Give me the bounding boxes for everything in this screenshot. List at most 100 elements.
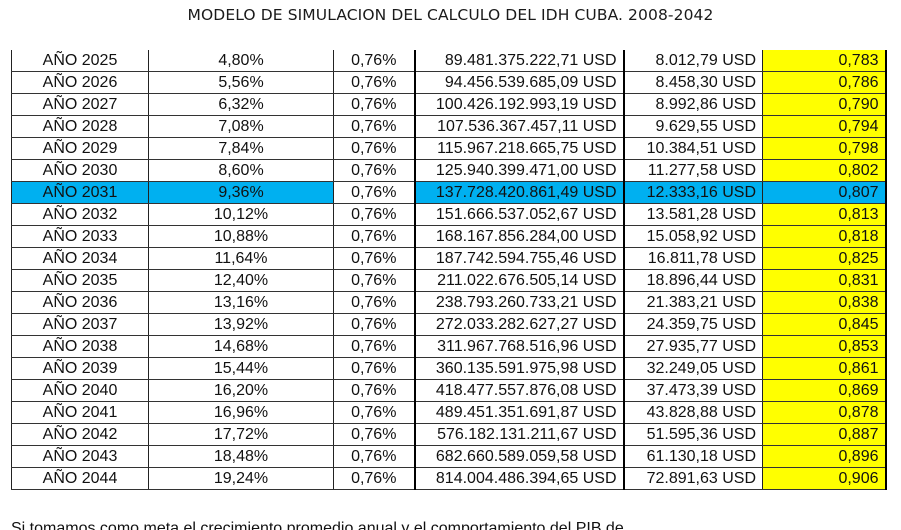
table-row: AÑO 2043 18,48% 0,76% 682.660.589.059,58 US… [11, 445, 887, 468]
percentage-cell: 16,20% [148, 379, 334, 402]
rate-cell: 0,76% [333, 247, 415, 270]
per-capita-cell: 8.992,86 USD [623, 93, 763, 116]
table-row: AÑO 2037 13,92% 0,76% 272.033.282.627,27 US… [11, 313, 887, 336]
rate-cell: 0,76% [333, 181, 415, 204]
idh-cell: 0,845 [762, 313, 887, 336]
idh-cell: 0,783 [762, 50, 887, 72]
year-cell: AÑO 2029 [11, 137, 149, 160]
year-cell: AÑO 2038 [11, 335, 149, 358]
rate-cell: 0,76% [333, 269, 415, 292]
rate-cell: 0,76% [333, 357, 415, 380]
percentage-cell: 8,60% [148, 159, 334, 182]
idh-cell: 0,878 [762, 401, 887, 424]
gdp-cell: 489.451.351.691,87 USD [413, 401, 625, 424]
rate-cell: 0,76% [333, 467, 415, 490]
per-capita-cell: 13.581,28 USD [623, 203, 763, 226]
rate-cell: 0,76% [333, 137, 415, 160]
year-cell: AÑO 2025 [11, 50, 149, 72]
percentage-cell: 14,68% [148, 335, 334, 358]
per-capita-cell: 10.384,51 USD [623, 137, 763, 160]
rate-cell: 0,76% [333, 159, 415, 182]
year-cell: AÑO 2037 [11, 313, 149, 336]
idh-cell: 0,794 [762, 115, 887, 138]
year-cell: AÑO 2041 [11, 401, 149, 424]
gdp-cell: 238.793.260.733,21 USD [413, 291, 625, 314]
idh-cell: 0,825 [762, 247, 887, 270]
per-capita-cell: 18.896,44 USD [623, 269, 763, 292]
rate-cell: 0,76% [333, 203, 415, 226]
per-capita-cell: 12.333,16 USD [623, 181, 763, 204]
gdp-cell: 311.967.768.516,96 USD [413, 335, 625, 358]
table-row: AÑO 2039 15,44% 0,76% 360.135.591.975,98 US… [11, 357, 887, 380]
percentage-cell: 4,80% [148, 50, 334, 72]
year-cell: AÑO 2027 [11, 93, 149, 116]
per-capita-cell: 27.935,77 USD [623, 335, 763, 358]
idh-cell: 0,887 [762, 423, 887, 446]
percentage-cell: 10,12% [148, 203, 334, 226]
gdp-cell: 151.666.537.052,67 USD [413, 203, 625, 226]
idh-cell: 0,906 [762, 467, 887, 490]
simulation-table-body: AÑO 2025 4,80% 0,76% 89.481.375.222,71 USD 8… [11, 50, 887, 490]
percentage-cell: 19,24% [148, 467, 334, 490]
table-row: AÑO 2032 10,12% 0,76% 151.666.537.052,67 US… [11, 203, 887, 226]
table-row: AÑO 2035 12,40% 0,76% 211.022.676.505,14 US… [11, 269, 887, 292]
percentage-cell: 7,08% [148, 115, 334, 138]
table-row: AÑO 2030 8,60% 0,76% 125.940.399.471,00 USD… [11, 159, 887, 182]
percentage-cell: 7,84% [148, 137, 334, 160]
table-row: AÑO 2042 17,72% 0,76% 576.182.131.211,67 US… [11, 423, 887, 446]
gdp-cell: 125.940.399.471,00 USD [413, 159, 625, 182]
year-cell: AÑO 2043 [11, 445, 149, 468]
per-capita-cell: 24.359,75 USD [623, 313, 763, 336]
document-title: MODELO DE SIMULACION DEL CALCULO DEL IDH… [187, 6, 714, 24]
gdp-cell: 814.004.486.394,65 USD [413, 467, 625, 490]
rate-cell: 0,76% [333, 71, 415, 94]
per-capita-cell: 16.811,78 USD [623, 247, 763, 270]
year-cell: AÑO 2035 [11, 269, 149, 292]
table-row: AÑO 2036 13,16% 0,76% 238.793.260.733,21 US… [11, 291, 887, 314]
rate-cell: 0,76% [333, 423, 415, 446]
percentage-cell: 6,32% [148, 93, 334, 116]
per-capita-cell: 43.828,88 USD [623, 401, 763, 424]
simulation-table: AÑO 2025 4,80% 0,76% 89.481.375.222,71 USD 8… [11, 50, 887, 490]
gdp-cell: 360.135.591.975,98 USD [413, 357, 625, 380]
year-cell: AÑO 2040 [11, 379, 149, 402]
idh-cell: 0,869 [762, 379, 887, 402]
gdp-cell: 94.456.539.685,09 USD [413, 71, 625, 94]
table-row: AÑO 2028 7,08% 0,76% 107.536.367.457,11 USD… [11, 115, 887, 138]
percentage-cell: 11,64% [148, 247, 334, 270]
gdp-cell: 100.426.192.993,19 USD [413, 93, 625, 116]
year-cell: AÑO 2044 [11, 467, 149, 490]
gdp-cell: 418.477.557.876,08 USD [413, 379, 625, 402]
per-capita-cell: 15.058,92 USD [623, 225, 763, 248]
percentage-cell: 9,36% [148, 181, 334, 204]
per-capita-cell: 61.130,18 USD [623, 445, 763, 468]
per-capita-cell: 37.473,39 USD [623, 379, 763, 402]
per-capita-cell: 72.891,63 USD [623, 467, 763, 490]
gdp-cell: 115.967.218.665,75 USD [413, 137, 625, 160]
idh-cell: 0,813 [762, 203, 887, 226]
gdp-cell: 576.182.131.211,67 USD [413, 423, 625, 446]
rate-cell: 0,76% [333, 93, 415, 116]
per-capita-cell: 21.383,21 USD [623, 291, 763, 314]
gdp-cell: 107.536.367.457,11 USD [413, 115, 625, 138]
gdp-cell: 187.742.594.755,46 USD [413, 247, 625, 270]
year-cell: AÑO 2034 [11, 247, 149, 270]
year-cell: AÑO 2030 [11, 159, 149, 182]
table-row: AÑO 2038 14,68% 0,76% 311.967.768.516,96 US… [11, 335, 887, 358]
rate-cell: 0,76% [333, 379, 415, 402]
percentage-cell: 17,72% [148, 423, 334, 446]
rate-cell: 0,76% [333, 445, 415, 468]
table-row: AÑO 2026 5,56% 0,76% 94.456.539.685,09 USD 8… [11, 71, 887, 94]
year-cell: AÑO 2032 [11, 203, 149, 226]
idh-cell: 0,831 [762, 269, 887, 292]
idh-cell: 0,838 [762, 291, 887, 314]
gdp-cell: 211.022.676.505,14 USD [413, 269, 625, 292]
idh-cell: 0,798 [762, 137, 887, 160]
idh-cell: 0,818 [762, 225, 887, 248]
rate-cell: 0,76% [333, 50, 415, 72]
table-row: AÑO 2025 4,80% 0,76% 89.481.375.222,71 USD 8… [11, 50, 887, 72]
gdp-cell: 89.481.375.222,71 USD [413, 50, 625, 72]
year-cell: AÑO 2028 [11, 115, 149, 138]
idh-cell: 0,790 [762, 93, 887, 116]
per-capita-cell: 9.629,55 USD [623, 115, 763, 138]
